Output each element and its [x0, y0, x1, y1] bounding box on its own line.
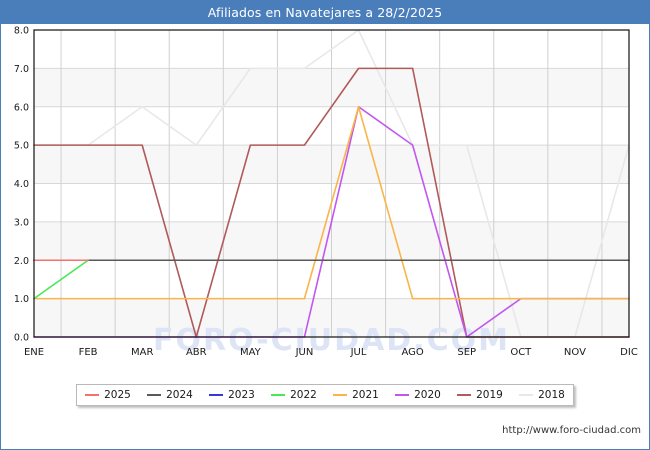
legend-swatch-icon [519, 393, 534, 397]
x-tick-label-SEP: SEP [457, 347, 476, 358]
legend-item-2024[interactable]: 2024 [147, 389, 193, 401]
x-tick-label-NOV: NOV [564, 347, 586, 358]
y-tick-label: 4.0 [14, 179, 29, 190]
x-tick-label-JUL: JUL [350, 347, 367, 358]
legend-label: 2018 [538, 389, 565, 401]
y-tick-label: 0.0 [14, 333, 29, 344]
y-tick-label: 5.0 [14, 141, 29, 152]
legend-item-2019[interactable]: 2019 [457, 389, 503, 401]
y-tick-label: 3.0 [14, 217, 29, 228]
legend-item-2018[interactable]: 2018 [519, 389, 565, 401]
y-tick-label: 2.0 [14, 256, 29, 267]
plot-area: FORO-CIUDAD.COM 0.0 1.0 2.0 3.0 4.0 5.0 6.0 7.0… [1, 24, 649, 364]
legend-item-2023[interactable]: 2023 [209, 389, 255, 401]
y-tick-label: 6.0 [14, 102, 29, 113]
legend-swatch-icon [147, 393, 162, 397]
legend-swatch-icon [85, 393, 100, 397]
chart-legend: 2025 2024 2023 2022 2021 2020 2019 2018 [76, 384, 574, 406]
source-url: http://www.foro-ciudad.com [502, 425, 641, 436]
legend-label: 2021 [352, 389, 379, 401]
legend-item-2022[interactable]: 2022 [271, 389, 317, 401]
x-tick-label-DIC: DIC [620, 347, 638, 358]
x-tick-label-FEB: FEB [79, 347, 98, 358]
legend-label: 2022 [290, 389, 317, 401]
legend-label: 2019 [476, 389, 503, 401]
svg-text:FORO-CIUDAD.COM: FORO-CIUDAD.COM [153, 323, 510, 358]
plot-frame [33, 29, 630, 338]
legend-item-2021[interactable]: 2021 [333, 389, 379, 401]
legend-label: 2025 [104, 389, 131, 401]
x-tick-label-AGO: AGO [401, 347, 423, 358]
legend-swatch-icon [457, 393, 472, 397]
legend-label: 2020 [414, 389, 441, 401]
legend-label: 2023 [228, 389, 255, 401]
x-axis-tick-labels: ENE FEB MAR ABR MAY JUN JUL AGO SEP OCT NOV DIC [24, 347, 638, 358]
x-tick-label-JUN: JUN [295, 347, 314, 358]
y-tick-label: 7.0 [14, 64, 29, 75]
series-line-2021 [33, 105, 630, 300]
line-chart-svg: FORO-CIUDAD.COM 0.0 1.0 2.0 3.0 4.0 5.0 6.0 7.0… [14, 26, 638, 359]
x-tick-label-MAY: MAY [240, 347, 262, 358]
legend-item-2020[interactable]: 2020 [395, 389, 441, 401]
legend-item-2025[interactable]: 2025 [85, 389, 131, 401]
legend-swatch-icon [395, 393, 410, 397]
legend-swatch-icon [271, 393, 286, 397]
y-tick-label: 8.0 [14, 26, 29, 37]
legend-swatch-icon [209, 393, 224, 397]
x-tick-label-OCT: OCT [510, 347, 532, 358]
legend-label: 2024 [166, 389, 193, 401]
window-title-bar: Afiliados en Navatejares a 28/2/2025 [1, 1, 649, 24]
x-tick-label-ABR: ABR [186, 347, 207, 358]
x-tick-label-ENE: ENE [24, 347, 44, 358]
y-axis-tick-labels: 0.0 1.0 2.0 3.0 4.0 5.0 6.0 7.0 8.0 [14, 26, 29, 344]
x-tick-label-MAR: MAR [131, 347, 153, 358]
page-title: Afiliados en Navatejares a 28/2/2025 [207, 5, 443, 20]
y-tick-label: 1.0 [14, 294, 29, 305]
legend-swatch-icon [333, 393, 348, 397]
watermark-text: FORO-CIUDAD.COM [153, 323, 510, 358]
